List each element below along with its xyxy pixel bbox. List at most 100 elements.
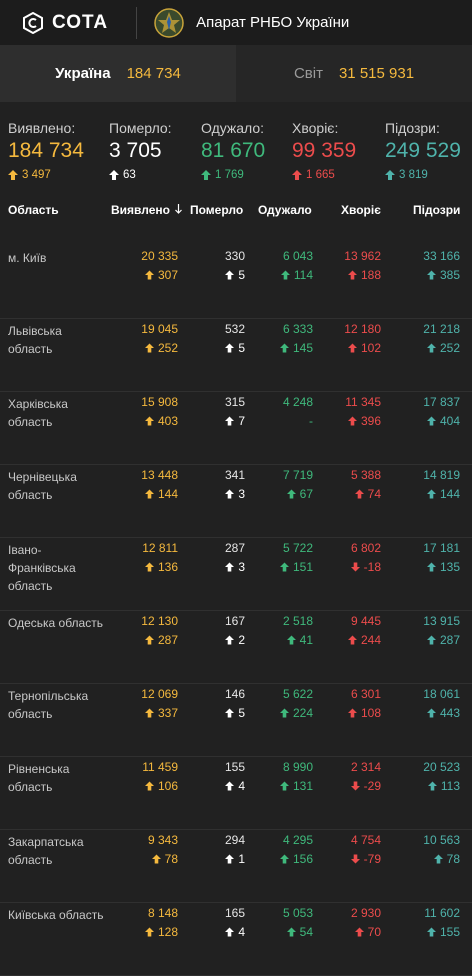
- stat-value: 81 670: [201, 139, 266, 162]
- recovered-delta: 145: [279, 341, 313, 355]
- arrow-up-icon: [225, 781, 235, 791]
- table-row[interactable]: Одеська область 12 130 287 167 2 2 518 41 9 445…: [0, 611, 472, 684]
- deaths-delta: 3: [225, 487, 245, 501]
- table-row[interactable]: Київська область 8 148 128 165 4 5 053 54 2 930…: [0, 903, 472, 976]
- stat-delta-value: 1 665: [306, 169, 335, 181]
- recovered-value: 5 622: [282, 687, 313, 701]
- arrow-up-icon: [279, 708, 289, 718]
- suspected-delta: 404: [426, 414, 460, 428]
- sick-delta-value: 70: [367, 925, 381, 939]
- brand-name[interactable]: СОТА: [52, 11, 109, 33]
- table-row[interactable]: Чернівецька область 13 448 144 341 3 7 719 67 5…: [0, 465, 472, 538]
- tab-ukraine-value: 184 734: [126, 65, 181, 82]
- header-sick[interactable]: Хворіє: [341, 203, 381, 217]
- stat-value: 249 529: [385, 139, 461, 162]
- stat-label: Померло:: [109, 120, 172, 136]
- deaths-delta: 5: [225, 268, 245, 282]
- suspected-delta-value: 144: [439, 487, 460, 501]
- sick-delta-value: -79: [363, 852, 381, 866]
- confirmed-delta: 337: [144, 706, 178, 720]
- arrow-up-icon: [279, 343, 289, 353]
- table-row[interactable]: Закарпатська область 9 343 78 294 1 4 295 156 4…: [0, 830, 472, 903]
- arrow-up-icon: [279, 562, 289, 572]
- confirmed-delta-value: 337: [157, 706, 178, 720]
- confirmed-value: 12 130: [141, 614, 178, 628]
- arrow-up-icon: [225, 854, 235, 864]
- confirmed-delta: 136: [144, 560, 178, 574]
- table-row[interactable]: Львівська область 19 045 252 532 5 6 333 145 12…: [0, 319, 472, 392]
- arrow-up-icon: [427, 781, 437, 791]
- arrow-up-icon: [144, 781, 154, 791]
- tab-ukraine[interactable]: Україна 184 734: [0, 45, 236, 102]
- region-name: Івано-Франківська область: [8, 543, 76, 593]
- deaths-delta-value: 3: [238, 560, 245, 574]
- arrow-up-icon: [151, 854, 161, 864]
- recovered-value: 4 248: [282, 395, 313, 409]
- confirmed-delta-value: 307: [157, 268, 178, 282]
- stat-label: Хворіє:: [292, 120, 339, 136]
- arrow-up-icon: [347, 416, 357, 426]
- suspected-value: 18 061: [423, 687, 460, 701]
- recovered-delta: 54: [286, 925, 313, 939]
- arrow-up-icon: [426, 489, 436, 499]
- confirmed-value: 11 459: [142, 760, 178, 774]
- suspected-delta: 155: [426, 925, 460, 939]
- deaths-delta-value: 7: [238, 414, 245, 428]
- sick-value: 2 930: [350, 906, 381, 920]
- arrow-up-icon: [279, 854, 289, 864]
- suspected-value: 17 837: [423, 395, 460, 409]
- arrow-up-icon: [225, 343, 235, 353]
- region-name: Львівська область: [8, 324, 62, 356]
- arrow-up-icon: [8, 170, 18, 180]
- stat-delta-value: 3 819: [399, 169, 428, 181]
- table-row[interactable]: Рівненська область 11 459 106 155 4 8 990 131 2…: [0, 757, 472, 830]
- arrow-up-icon: [280, 270, 290, 280]
- region-name: Тернопільська область: [8, 689, 89, 721]
- app-header: СОТА Апарат РНБО України: [0, 0, 472, 45]
- table-row[interactable]: Івано-Франківська область 12 811 136 287 3 5 …: [0, 538, 472, 611]
- recovered-value: 5 053: [282, 906, 313, 920]
- table-row[interactable]: Харківська область 15 908 403 315 7 4 248 - 11 …: [0, 392, 472, 465]
- confirmed-value: 9 343: [147, 833, 178, 847]
- suspected-value: 33 166: [423, 249, 460, 263]
- stat-value: 184 734: [8, 139, 84, 162]
- stat-block: Хворіє: 99 359 1 665: [292, 120, 356, 181]
- sick-value: 6 301: [350, 687, 381, 701]
- sick-delta: 188: [347, 268, 381, 282]
- header-suspected[interactable]: Підозри: [413, 203, 461, 217]
- table-row[interactable]: м. Київ 20 335 307 330 5 6 043 114 13 962 188 33 …: [0, 246, 472, 319]
- confirmed-delta-value: 106: [157, 779, 178, 793]
- suspected-value: 21 218: [423, 322, 460, 336]
- sick-delta: 102: [347, 341, 381, 355]
- sick-delta: -79: [350, 852, 381, 866]
- arrow-down-icon: [350, 562, 360, 572]
- sort-down-icon: [175, 204, 183, 214]
- region-name: м. Київ: [8, 251, 47, 265]
- deaths-delta: 7: [225, 414, 245, 428]
- sick-delta-value: 244: [360, 633, 381, 647]
- stat-label: Виявлено:: [8, 120, 76, 136]
- suspected-delta: 113: [427, 779, 460, 793]
- recovered-delta-value: -: [309, 414, 313, 428]
- arrow-up-icon: [225, 489, 235, 499]
- arrow-up-icon: [144, 343, 154, 353]
- header-region[interactable]: Область: [8, 203, 59, 217]
- suspected-delta-value: 404: [439, 414, 460, 428]
- recovered-value: 4 295: [282, 833, 313, 847]
- region-name: Чернівецька область: [8, 470, 77, 502]
- sota-logo-icon[interactable]: [22, 11, 44, 34]
- recovered-delta-value: 145: [292, 341, 313, 355]
- organization-name: Апарат РНБО України: [196, 14, 350, 31]
- tab-world[interactable]: Світ 31 515 931: [236, 45, 472, 102]
- table-row[interactable]: Тернопільська область 12 069 337 146 5 5 622 2…: [0, 684, 472, 757]
- sick-delta: 244: [347, 633, 381, 647]
- header-deaths[interactable]: Померло: [190, 203, 244, 217]
- suspected-delta: 252: [426, 341, 460, 355]
- deaths-value: 330: [224, 249, 245, 263]
- deaths-delta: 2: [225, 633, 245, 647]
- stat-label: Підозри:: [385, 120, 440, 136]
- header-confirmed[interactable]: Виявлено: [111, 203, 183, 217]
- header-recovered[interactable]: Одужало: [258, 203, 312, 217]
- tab-world-label: Світ: [293, 65, 323, 82]
- sick-delta: -18: [350, 560, 381, 574]
